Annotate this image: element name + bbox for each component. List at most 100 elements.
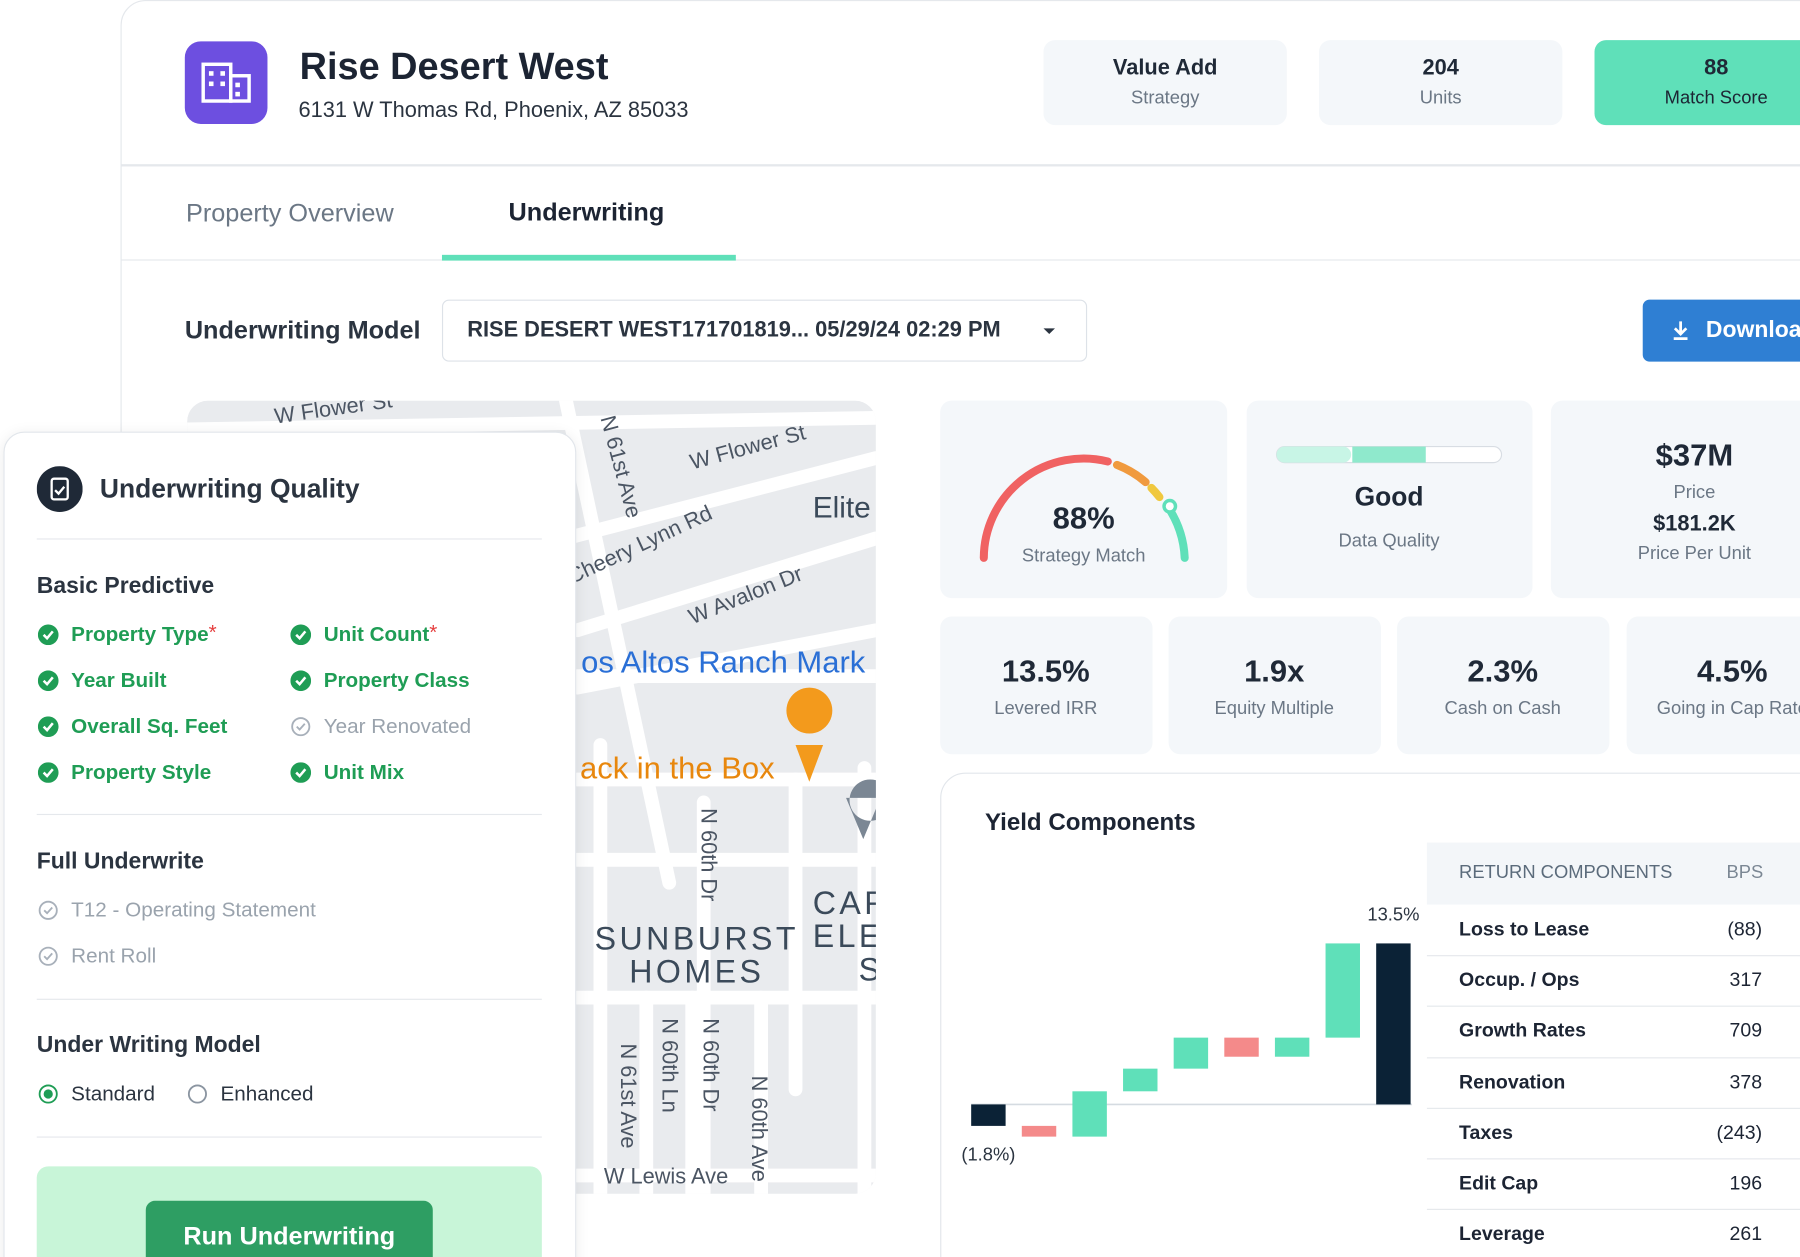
table-header-cell: RETURN COMPONENTS	[1459, 863, 1673, 883]
map-label: os Altos Ranch Mark	[581, 645, 866, 680]
bar	[1274, 1037, 1310, 1057]
table-cell: Taxes	[1459, 1121, 1513, 1144]
quality-icon	[36, 466, 83, 512]
address: 6131 W Thomas Rd, Phoenix, AZ 85033	[298, 98, 689, 123]
check-icon	[37, 762, 59, 783]
stat-box	[1594, 40, 1800, 126]
check-item: Year Renovated	[323, 714, 472, 738]
table-header	[1426, 842, 1800, 905]
row-divider	[1426, 955, 1800, 957]
divider	[36, 813, 542, 816]
table-cell: 196	[1729, 1172, 1763, 1194]
table-cell: Growth Rates	[1459, 1019, 1586, 1042]
check-icon	[290, 762, 312, 783]
metric-value: $181.2K	[1653, 511, 1736, 537]
metric-card	[1550, 400, 1800, 599]
required-mark: *	[208, 620, 217, 644]
section-title: Basic Predictive	[36, 573, 215, 599]
icon	[201, 62, 251, 103]
divider	[36, 998, 542, 1000]
table-cell: (88)	[1727, 918, 1763, 941]
download-icon	[1673, 321, 1688, 341]
stat-box	[1043, 40, 1287, 126]
check-item: Property Style	[71, 760, 212, 784]
gauge	[979, 454, 1189, 562]
download-label[interactable]: Download	[1705, 317, 1800, 343]
bar	[1376, 943, 1411, 1105]
tab-underline	[441, 254, 736, 261]
check-item: T12 - Operating Statement	[71, 898, 316, 922]
model-select[interactable]	[441, 299, 1088, 362]
metric-label: Price	[1673, 483, 1716, 503]
stat-label: Strategy	[1130, 88, 1200, 108]
divider	[120, 259, 1800, 261]
metric-label: Cash on Cash	[1444, 699, 1561, 719]
table-cell: Loss to Lease	[1459, 918, 1590, 941]
map-label: Elite	[813, 492, 871, 525]
check-icon	[37, 670, 59, 692]
map-label: S	[859, 951, 876, 987]
metric-value: 88%	[1052, 501, 1115, 536]
tab[interactable]: Property Overview	[185, 198, 394, 228]
table-cell: Renovation	[1459, 1070, 1566, 1093]
chart-title: Yield Components	[984, 809, 1196, 836]
quality-title: Underwriting Quality	[99, 473, 360, 504]
map-label: N 60th Ave	[747, 1076, 772, 1182]
map-pin	[786, 687, 833, 782]
bar	[971, 1104, 1006, 1126]
section-title: Under Writing Model	[36, 1032, 261, 1058]
run-button[interactable]	[145, 1200, 433, 1257]
value-label: (1.8%)	[961, 1143, 1015, 1164]
row-divider	[1426, 1158, 1800, 1160]
required-mark: *	[429, 620, 438, 644]
check-item: Property Type	[71, 622, 209, 646]
caret	[1043, 328, 1055, 335]
pending-icon	[291, 717, 311, 737]
map-label: ack in the Box	[580, 750, 775, 785]
download-button[interactable]	[1642, 299, 1800, 362]
radio-label[interactable]: Enhanced	[220, 1081, 314, 1105]
map-label: N 61st Ave	[616, 1043, 641, 1148]
table-cell: (243)	[1716, 1121, 1763, 1144]
divider	[36, 538, 542, 540]
radio[interactable]	[187, 1084, 208, 1105]
model-selected[interactable]: RISE DESERT WEST171701819... 05/29/24 02…	[467, 317, 1001, 343]
row-divider	[1426, 1056, 1800, 1058]
section-title: Full Underwrite	[36, 848, 204, 875]
stat-value: 204	[1422, 56, 1459, 81]
metric-card	[1626, 616, 1800, 755]
tab-active[interactable]: Underwriting	[508, 197, 665, 227]
bar	[1173, 1037, 1209, 1069]
metric-card	[1168, 616, 1381, 755]
check-item: Rent Roll	[71, 944, 157, 968]
stat-box	[1319, 40, 1563, 126]
row-divider	[1426, 1209, 1800, 1211]
metric-value: Good	[1354, 481, 1424, 512]
run-label[interactable]: Run Underwriting	[183, 1221, 396, 1251]
metric-label: Data Quality	[1338, 531, 1440, 552]
metric-card	[940, 400, 1228, 599]
bar	[1224, 1037, 1259, 1057]
pending-icon	[38, 900, 58, 920]
check-item: Overall Sq. Feet	[71, 714, 228, 738]
metric-value: $37M	[1655, 437, 1734, 473]
map-label: HOMES	[629, 954, 764, 990]
table-cell: 709	[1729, 1019, 1763, 1042]
metric-value: 1.9x	[1244, 653, 1305, 689]
stat-label: Units	[1419, 88, 1462, 108]
check-icon	[290, 670, 312, 692]
metric-card	[940, 616, 1153, 755]
metric-value: 13.5%	[1001, 653, 1090, 689]
bar	[1021, 1125, 1057, 1137]
check-icon	[37, 624, 59, 646]
pending-icon	[38, 946, 58, 966]
metric-value: 4.5%	[1696, 653, 1768, 689]
metric-label: Price Per Unit	[1637, 544, 1752, 564]
radio[interactable]	[38, 1084, 59, 1105]
stat-label: Match Score	[1664, 88, 1768, 108]
table-cell: Occup. / Ops	[1459, 969, 1580, 991]
metric-label: Going in Cap Rate	[1656, 699, 1800, 719]
radio-label[interactable]: Standard	[71, 1081, 156, 1105]
